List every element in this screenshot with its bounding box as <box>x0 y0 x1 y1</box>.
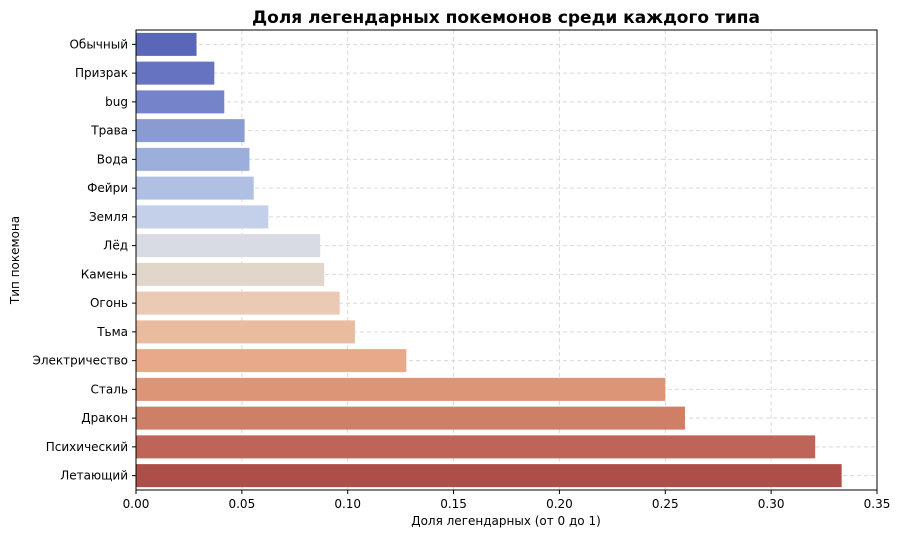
y-tick-label: Электричество <box>32 354 128 368</box>
y-tick-label: Камень <box>81 267 128 281</box>
bar <box>136 147 250 171</box>
y-axis-label: Тип покемона <box>8 216 22 305</box>
y-tick-label: Дракон <box>81 411 128 425</box>
bar <box>136 349 407 373</box>
bar <box>136 176 254 200</box>
x-tick-label: 0.05 <box>228 497 255 511</box>
bar <box>136 234 321 258</box>
x-axis-label: Доля легендарных (от 0 до 1) <box>411 514 601 528</box>
bar <box>136 406 685 430</box>
y-tick-label: Летающий <box>60 469 128 483</box>
y-tick-label: Вода <box>97 152 128 166</box>
bar <box>136 90 225 114</box>
x-tick-label: 0.25 <box>652 497 679 511</box>
x-tick-label: 0.10 <box>334 497 361 511</box>
plot-frame <box>135 29 878 491</box>
y-tick-label: Земля <box>89 210 128 224</box>
bar <box>136 320 355 344</box>
bar <box>136 32 197 56</box>
x-tick-label: 0.15 <box>440 497 467 511</box>
x-tick-labels: 0.00 0.05 0.10 0.15 0.20 0.25 0.30 0.35 <box>123 490 891 511</box>
bar <box>136 205 269 229</box>
y-tick-label: Обычный <box>69 37 128 51</box>
x-tick-label: 0.35 <box>864 497 891 511</box>
y-tick-label: bug <box>105 95 128 109</box>
y-tick-label: Призрак <box>75 66 128 80</box>
bar <box>136 377 666 401</box>
y-tick-label: Тьма <box>96 325 128 339</box>
y-tick-label: Лёд <box>103 239 128 253</box>
bar <box>136 435 816 459</box>
bar <box>136 262 325 286</box>
x-tick-label: 0.30 <box>758 497 785 511</box>
bars <box>136 32 842 488</box>
y-tick-label: Трава <box>90 124 128 138</box>
chart-title: Доля легендарных покемонов среди каждого… <box>252 8 760 28</box>
x-tick-label: 0.00 <box>123 497 150 511</box>
bar <box>136 464 842 488</box>
y-tick-label: Огонь <box>90 296 128 310</box>
x-tick-label: 0.20 <box>546 497 573 511</box>
y-tick-labels: Обычный Призрак bug Трава Вода Фейри Земля Лёд К… <box>32 37 136 483</box>
bar <box>136 291 340 315</box>
bar <box>136 61 215 85</box>
y-tick-label: Фейри <box>87 181 128 195</box>
y-tick-label: Сталь <box>91 382 128 396</box>
y-tick-label: Психический <box>46 440 128 454</box>
bar <box>136 119 245 143</box>
